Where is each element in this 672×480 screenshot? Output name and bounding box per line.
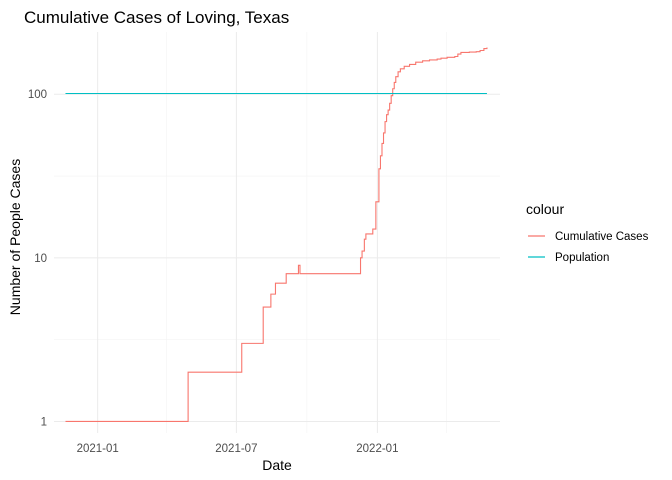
chart-title: Cumulative Cases of Loving, Texas: [24, 8, 289, 27]
y-axis-ticks: 1 10 100: [28, 89, 47, 428]
x-tick-label: 2021-01: [77, 443, 119, 455]
y-tick-label: 1: [41, 416, 47, 428]
x-axis-title: Date: [262, 457, 292, 473]
y-tick-label: 100: [28, 89, 47, 101]
legend-items: Cumulative Cases Population: [528, 231, 649, 264]
legend-label: Population: [555, 252, 609, 264]
series-line-cumulative-cases: [65, 47, 488, 422]
legend-title: colour: [526, 201, 564, 217]
y-axis-title: Number of People Cases: [7, 159, 23, 315]
legend-label: Cumulative Cases: [555, 231, 649, 243]
series-layer: [65, 47, 488, 422]
legend: colour Cumulative Cases Population: [526, 201, 649, 264]
x-axis-ticks: 2021-01 2021-07 2022-01: [77, 443, 399, 455]
y-tick-label: 10: [34, 253, 47, 265]
plot-grid: [54, 32, 500, 433]
x-tick-label: 2022-01: [356, 443, 398, 455]
x-tick-label: 2021-07: [215, 443, 257, 455]
